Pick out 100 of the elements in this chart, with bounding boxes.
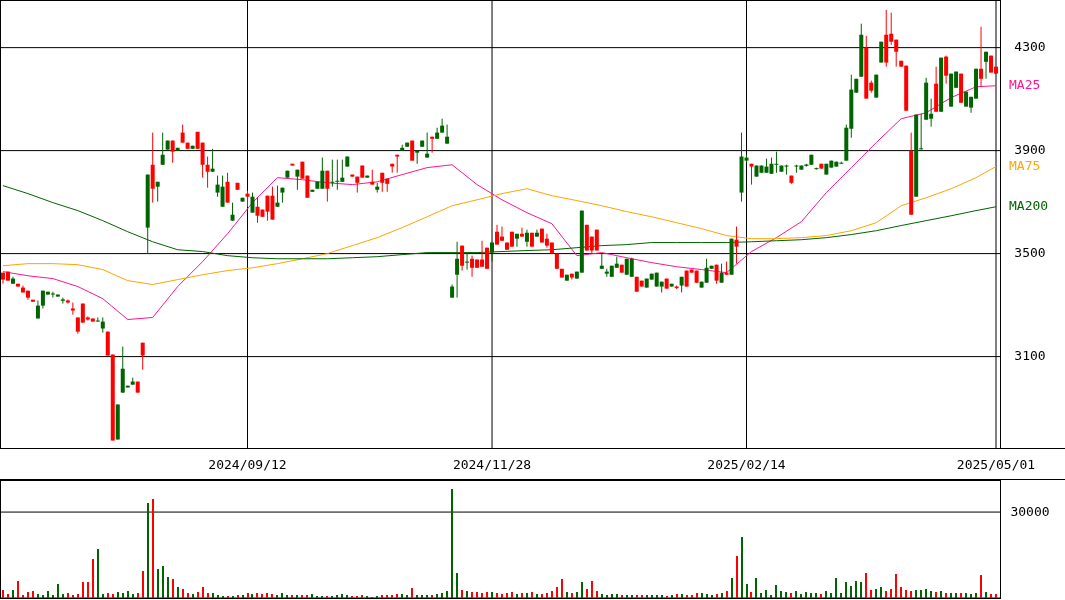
bar [746, 583, 748, 598]
bar [311, 594, 313, 598]
bar [177, 586, 179, 598]
bar [72, 595, 74, 598]
bar [521, 592, 523, 598]
bar [531, 592, 533, 598]
bar [212, 592, 214, 598]
candlestick [95, 316, 100, 323]
bar [885, 590, 887, 598]
bar [122, 593, 124, 598]
bar [336, 595, 338, 598]
bar [471, 592, 473, 598]
series-label: MA75 [1009, 158, 1041, 174]
bar [192, 593, 194, 598]
candlestick [65, 298, 70, 305]
bar [441, 593, 443, 598]
bar [67, 592, 69, 598]
candlestick [230, 202, 235, 222]
bar [526, 593, 528, 598]
candlestick [210, 148, 215, 173]
bar [137, 592, 139, 598]
bar [950, 592, 952, 598]
bar [132, 593, 134, 598]
bar [551, 590, 553, 598]
bar [431, 594, 433, 598]
bar [476, 591, 478, 598]
bar [955, 593, 957, 598]
bar [157, 569, 159, 598]
bar [536, 594, 538, 598]
bar [716, 593, 718, 598]
bar [631, 595, 633, 598]
bar [237, 595, 239, 598]
bar [790, 593, 792, 598]
bar [496, 593, 498, 598]
bar [152, 499, 154, 598]
bar [750, 591, 752, 598]
bar [271, 593, 273, 598]
x-tick-label: 2025/02/14 [707, 456, 786, 472]
bar [830, 592, 832, 598]
bar [361, 595, 363, 598]
bar [621, 595, 623, 598]
bar [32, 590, 34, 598]
bar [626, 595, 628, 598]
candlestick [944, 55, 949, 85]
bar [940, 591, 942, 598]
bar [556, 586, 558, 598]
x-tick-label: 2024/11/28 [452, 456, 532, 472]
y-tick-label: 3100 [1014, 348, 1046, 364]
bar [406, 595, 408, 598]
candlestick [445, 124, 450, 145]
bar [721, 593, 723, 598]
bar [401, 594, 403, 598]
bar [187, 592, 189, 598]
y-tick-label: 30000 [1010, 503, 1050, 519]
bar [77, 593, 79, 598]
bar [581, 582, 583, 598]
bar [935, 591, 937, 598]
candlestick [60, 297, 65, 305]
candlestick [335, 159, 340, 191]
candlestick [984, 51, 989, 80]
bar [286, 595, 288, 598]
candlestick [330, 159, 335, 188]
bar [481, 592, 483, 598]
bar [107, 592, 109, 598]
bar [456, 573, 458, 598]
bar [810, 592, 812, 598]
bar [895, 574, 897, 598]
bar [646, 595, 648, 598]
bar [27, 592, 29, 598]
bar [162, 565, 164, 598]
bar [97, 549, 99, 598]
bar [87, 582, 89, 598]
bar [182, 589, 184, 598]
bar [426, 595, 428, 598]
bar [266, 593, 268, 598]
bar [217, 595, 219, 598]
y-tick-label: 3500 [1014, 245, 1046, 261]
bar [546, 593, 548, 598]
bar [671, 595, 673, 598]
bar [780, 591, 782, 598]
y-tick-label: 3900 [1014, 142, 1046, 158]
bar [281, 592, 283, 598]
bar [486, 592, 488, 598]
candlestick [325, 170, 330, 203]
candlestick [205, 156, 210, 189]
bar [491, 591, 493, 598]
candlestick [275, 185, 280, 208]
bar [561, 579, 563, 598]
x-tick-label: 2024/09/12 [208, 456, 287, 472]
bar [301, 595, 303, 598]
bar [995, 593, 997, 598]
bar [860, 582, 862, 598]
bar [42, 595, 44, 598]
bar [12, 589, 14, 598]
candlestick [160, 132, 165, 166]
candlestick [519, 227, 524, 238]
x-tick-label: 2025/05/01 [956, 456, 1036, 472]
bar [586, 588, 588, 598]
bar [2, 589, 4, 598]
bar [142, 571, 144, 598]
